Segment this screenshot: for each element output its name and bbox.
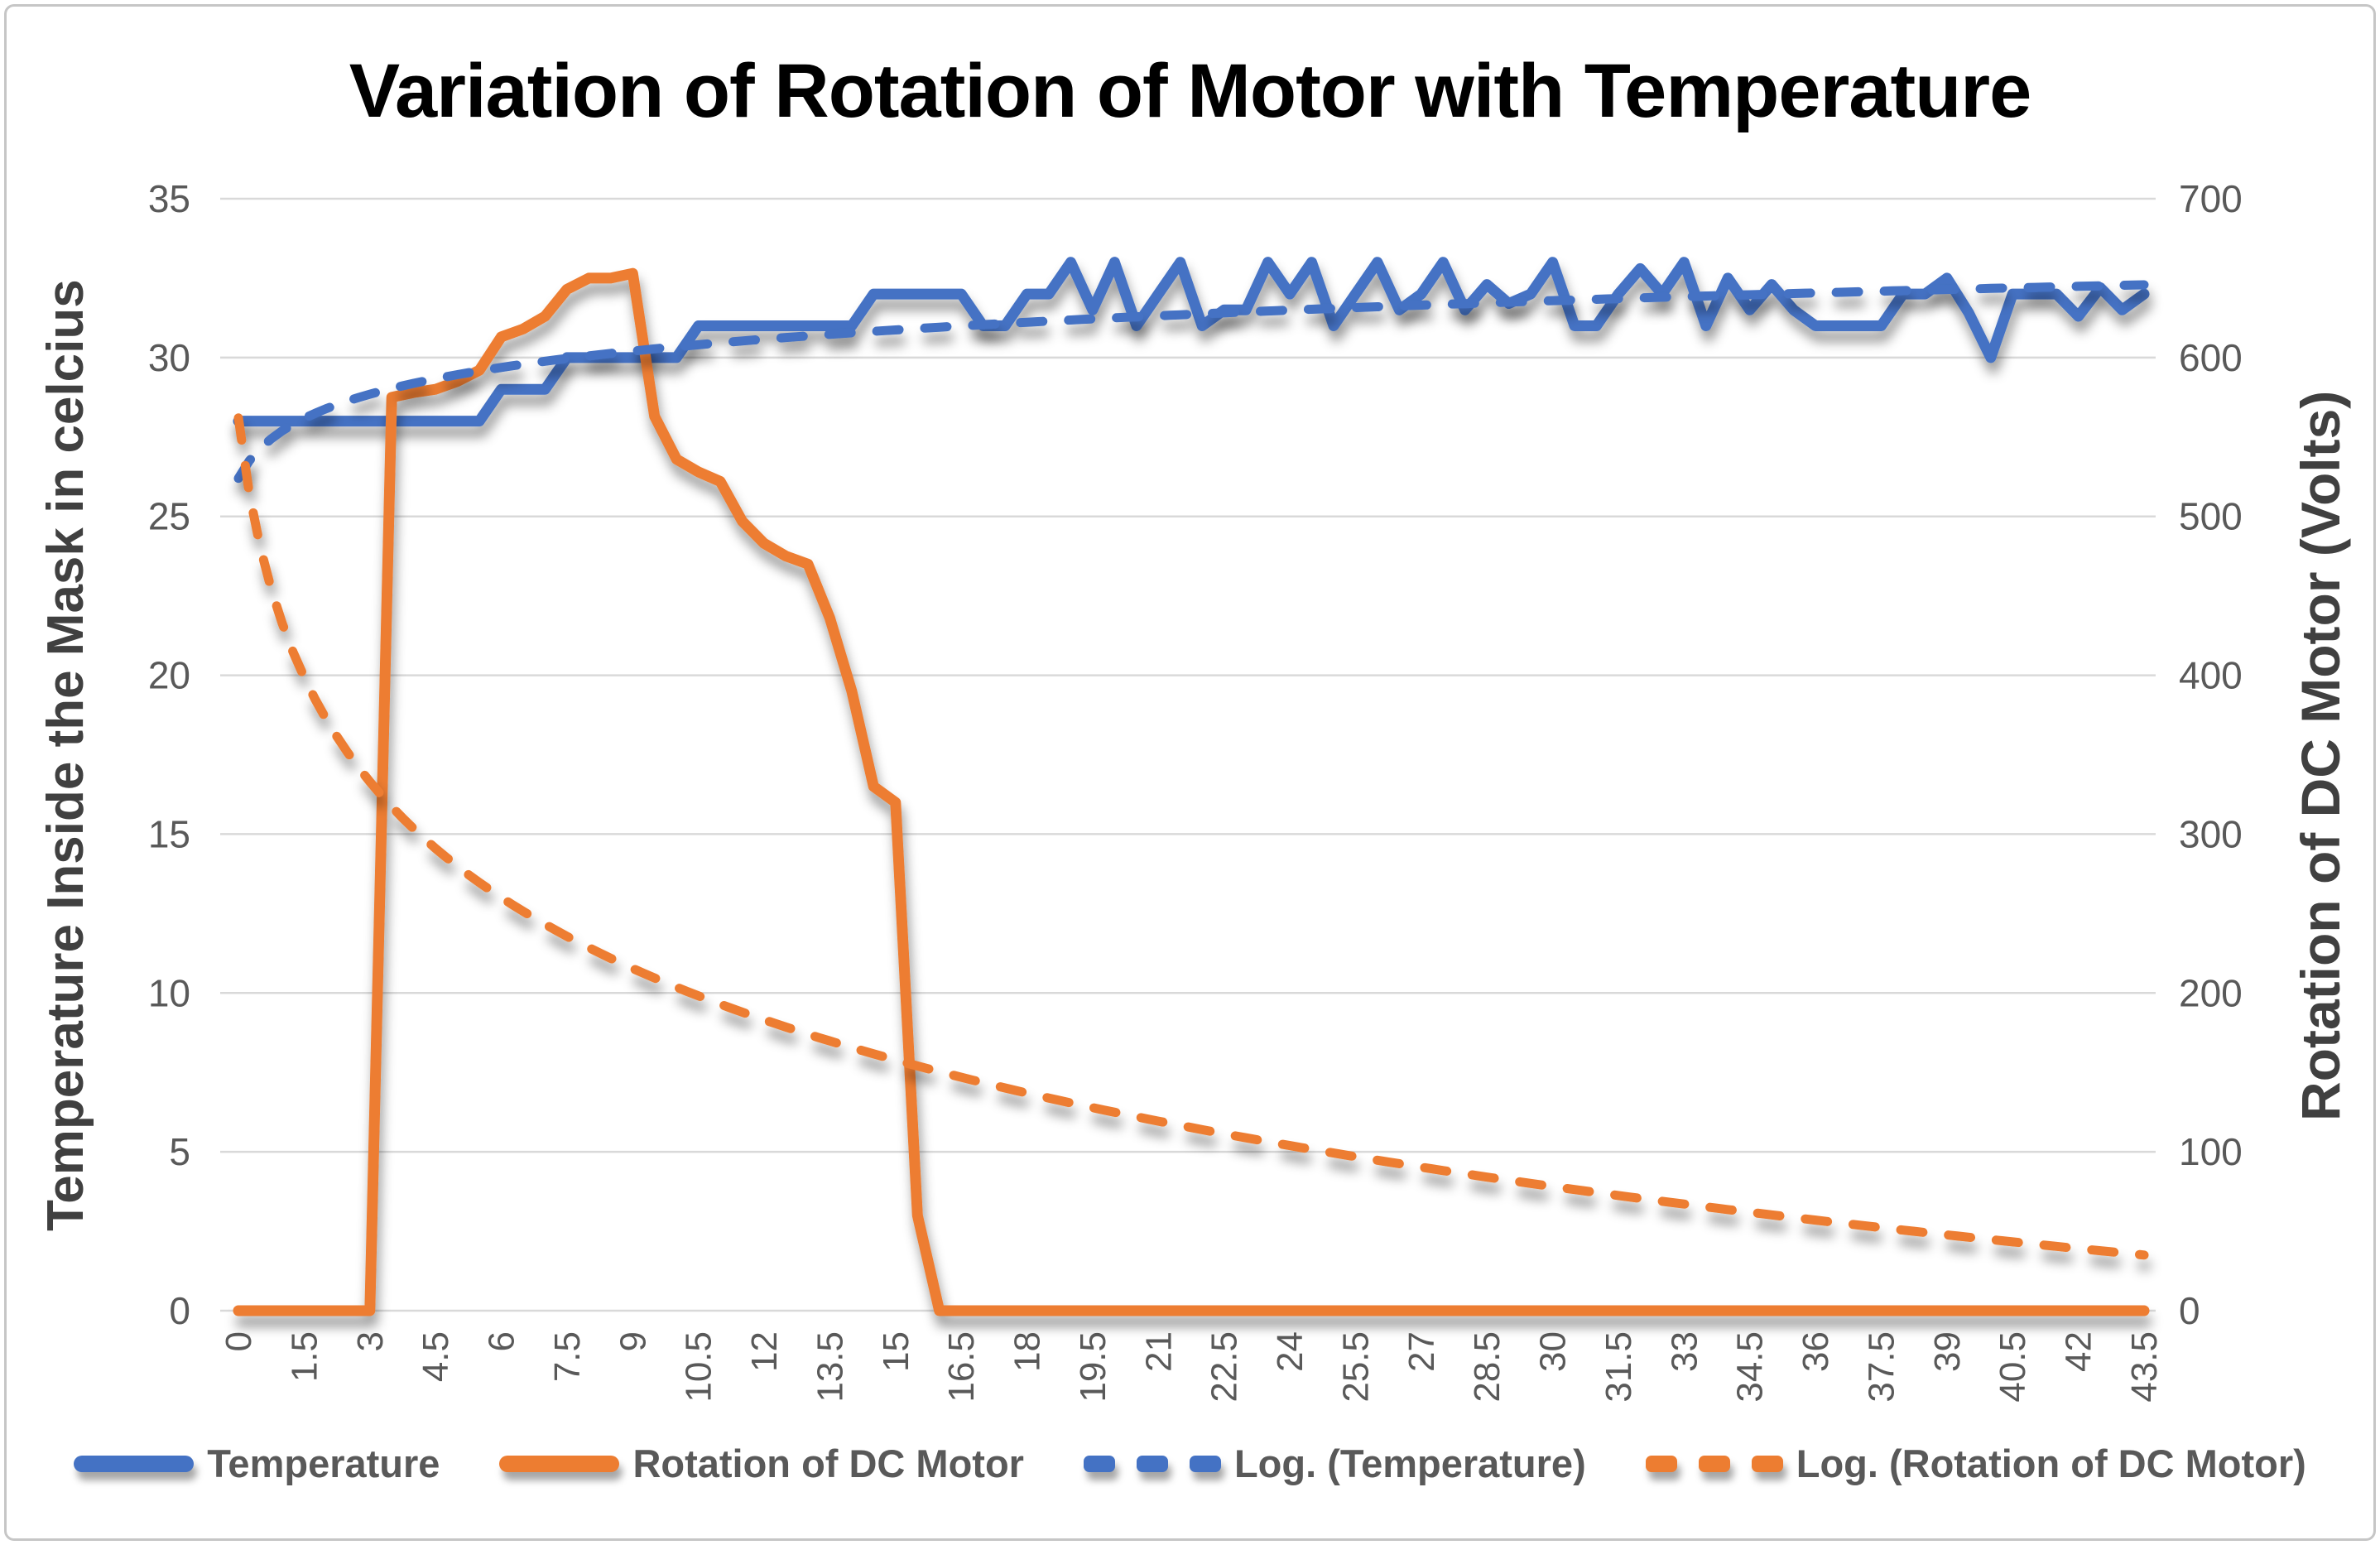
legend-label: Log. (Rotation of DC Motor) bbox=[1796, 1442, 2306, 1485]
legend: Temperature Rotation of DC Motor Log. (T… bbox=[0, 1441, 2380, 1486]
dashed-line-swatch-segment bbox=[1751, 1455, 1783, 1472]
legend-label: Rotation of DC Motor bbox=[632, 1442, 1024, 1485]
trendline-log-rotation-of-dc-motor- bbox=[233, 413, 2149, 1260]
x-axis-tick-label: 7.5 bbox=[547, 1331, 588, 1382]
right-axis-tick-label: 100 bbox=[2179, 1130, 2243, 1173]
x-axis-tick-label: 39 bbox=[1927, 1331, 1968, 1372]
left-axis-tick-labels: 0 5 10 15 20 25 30 35 bbox=[148, 177, 190, 1332]
x-axis-tick-label: 24 bbox=[1270, 1331, 1310, 1372]
dashed-line-swatch-segment bbox=[1189, 1455, 1221, 1472]
x-axis-tick-label: 3 bbox=[350, 1331, 391, 1351]
dashed-line-swatch-segment bbox=[1645, 1455, 1677, 1472]
right-axis-tick-labels: 0 100 200 300 400 500 600 700 bbox=[2179, 177, 2243, 1332]
x-axis-tick-label: 31.5 bbox=[1599, 1331, 1639, 1403]
right-axis-tick-label: 300 bbox=[2179, 812, 2243, 855]
x-axis-tick-label: 40.5 bbox=[1993, 1331, 2033, 1403]
x-axis-tick-label: 28.5 bbox=[1467, 1331, 1507, 1403]
x-axis-tick-label: 16.5 bbox=[941, 1331, 982, 1403]
legend-item-temperature: Temperature bbox=[74, 1441, 440, 1486]
x-axis-tick-label: 9 bbox=[613, 1331, 653, 1351]
x-axis-tick-label: 18 bbox=[1007, 1331, 1048, 1372]
x-axis-tick-label: 4.5 bbox=[416, 1331, 456, 1382]
chart-title: Variation of Rotation of Motor with Temp… bbox=[349, 49, 2032, 133]
legend-item-log-temperature: Log. (Temperature) bbox=[1083, 1441, 1586, 1486]
right-axis-tick-label: 500 bbox=[2179, 495, 2243, 538]
right-axis-tick-label: 600 bbox=[2179, 336, 2243, 379]
left-axis-tick-label: 30 bbox=[148, 336, 190, 379]
x-axis-tick-label: 13.5 bbox=[810, 1331, 850, 1403]
x-axis-tick-label: 25.5 bbox=[1335, 1331, 1376, 1403]
x-axis-tick-label: 30 bbox=[1533, 1331, 1574, 1372]
legend-label: Log. (Temperature) bbox=[1233, 1442, 1586, 1485]
left-axis-tick-label: 10 bbox=[148, 971, 190, 1014]
legend-item-rotation: Rotation of DC Motor bbox=[499, 1441, 1024, 1486]
right-axis-tick-label: 700 bbox=[2179, 177, 2243, 220]
right-axis-tick-label: 0 bbox=[2179, 1289, 2200, 1332]
solid-line-swatch-segment bbox=[74, 1455, 195, 1472]
dashed-line-swatch-segment bbox=[1698, 1455, 1730, 1472]
solid-line-swatch-segment bbox=[499, 1455, 620, 1472]
left-axis-tick-label: 15 bbox=[148, 812, 190, 855]
left-axis-tick-label: 25 bbox=[148, 495, 190, 538]
x-axis-tick-label: 42 bbox=[2059, 1331, 2099, 1372]
right-axis-tick-label: 400 bbox=[2179, 654, 2243, 697]
x-axis-tick-label: 19.5 bbox=[1073, 1331, 1113, 1403]
right-axis-tick-label: 200 bbox=[2179, 971, 2243, 1014]
trendline-log-temperature- bbox=[233, 280, 2149, 484]
x-axis-tick-label: 12 bbox=[744, 1331, 785, 1372]
x-axis-tick-label: 6 bbox=[482, 1331, 522, 1351]
log-rotation-trend-swatch bbox=[1645, 1455, 1783, 1472]
left-axis-tick-label: 35 bbox=[148, 177, 190, 220]
dashed-line-swatch-segment bbox=[1083, 1455, 1115, 1472]
x-axis-tick-labels: 0 1.5 3 4.5 6 7.5 9 10.5 12 13.5 15 16.5 18 19.5 21 22.… bbox=[219, 1331, 2165, 1403]
x-axis-tick-label: 37.5 bbox=[1861, 1331, 1902, 1403]
series-line-temperature bbox=[233, 257, 2150, 427]
temperature-series-swatch bbox=[74, 1455, 195, 1472]
x-axis-tick-label: 15 bbox=[876, 1331, 916, 1372]
x-axis-tick-label: 0 bbox=[219, 1331, 259, 1351]
left-axis-tick-label: 5 bbox=[169, 1130, 190, 1173]
x-axis-tick-label: 27 bbox=[1402, 1331, 1442, 1372]
left-axis-tick-label: 0 bbox=[169, 1289, 190, 1332]
x-axis-tick-label: 33 bbox=[1664, 1331, 1704, 1372]
left-axis-tick-label: 20 bbox=[148, 654, 190, 697]
legend-label: Temperature bbox=[207, 1442, 440, 1485]
x-axis-tick-label: 34.5 bbox=[1730, 1331, 1771, 1403]
x-axis-tick-label: 21 bbox=[1138, 1331, 1179, 1372]
x-axis-tick-label: 1.5 bbox=[284, 1331, 325, 1382]
x-axis-tick-label: 43.5 bbox=[2124, 1331, 2165, 1403]
dashed-line-swatch-segment bbox=[1136, 1455, 1168, 1472]
series-line-rotation-of-dc-motor bbox=[233, 267, 2150, 1316]
series-lines bbox=[233, 257, 2150, 1316]
x-axis-tick-label: 10.5 bbox=[679, 1331, 719, 1403]
log-temperature-trend-swatch bbox=[1083, 1455, 1221, 1472]
legend-item-log-rotation: Log. (Rotation of DC Motor) bbox=[1645, 1441, 2306, 1486]
x-axis-tick-label: 36 bbox=[1796, 1331, 1836, 1372]
x-axis-tick-label: 22.5 bbox=[1204, 1331, 1245, 1403]
rotation-series-swatch bbox=[499, 1455, 620, 1472]
